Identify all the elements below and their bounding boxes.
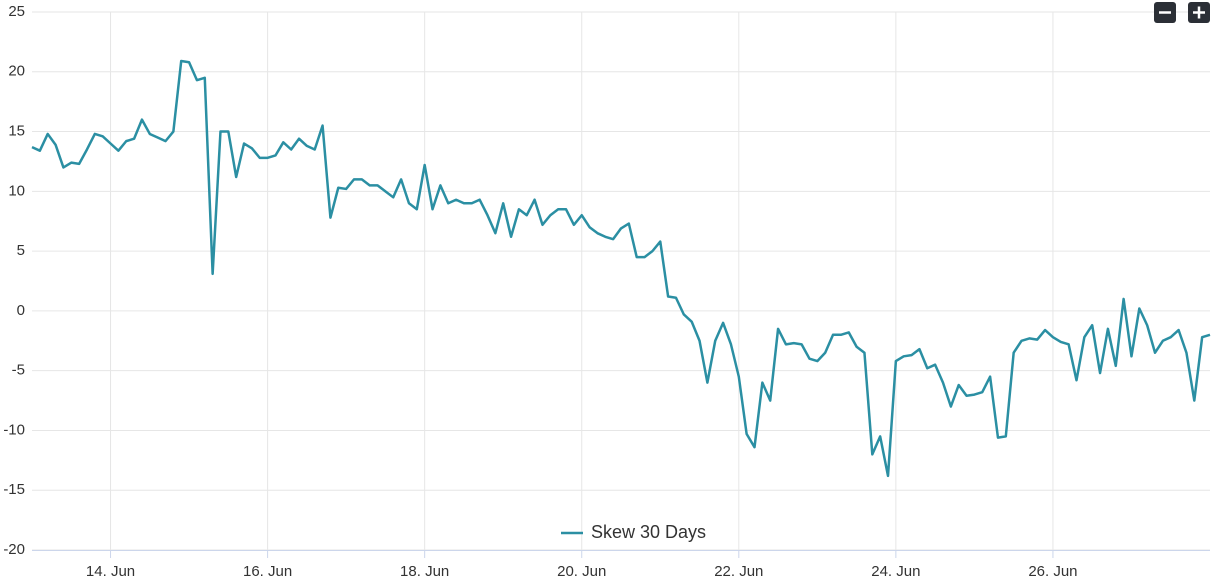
y-tick-label: 20 [8, 63, 25, 80]
zoom-out-button[interactable] [1154, 2, 1176, 23]
y-tick-label: 25 [8, 3, 25, 20]
zoom-in-button[interactable] [1188, 2, 1210, 23]
plot: -20 -15 -10 -5 0 5 10 15 20 25 14. Jun 16. Jun 18. J… [3, 3, 1211, 580]
y-tick-label: 5 [17, 242, 25, 259]
data-line [31, 59, 1211, 478]
y-tick-label: 10 [8, 182, 25, 199]
y-tick-label: -15 [3, 481, 25, 498]
y-tick-label: -10 [3, 421, 25, 438]
legend-label: Skew 30 Days [591, 522, 706, 542]
x-tick-label: 24. Jun [871, 563, 920, 580]
x-tick-label: 26. Jun [1028, 563, 1077, 580]
x-tick-label: 22. Jun [714, 563, 763, 580]
y-tick-label: -20 [3, 541, 25, 558]
x-tick-label: 14. Jun [86, 563, 135, 580]
x-tick-label: 18. Jun [400, 563, 449, 580]
y-tick-label: 15 [8, 123, 25, 140]
y-tick-label: 0 [17, 302, 25, 319]
x-tick-label: 16. Jun [243, 563, 292, 580]
y-tick-label: -5 [12, 362, 25, 379]
x-tick-label: 20. Jun [557, 563, 606, 580]
